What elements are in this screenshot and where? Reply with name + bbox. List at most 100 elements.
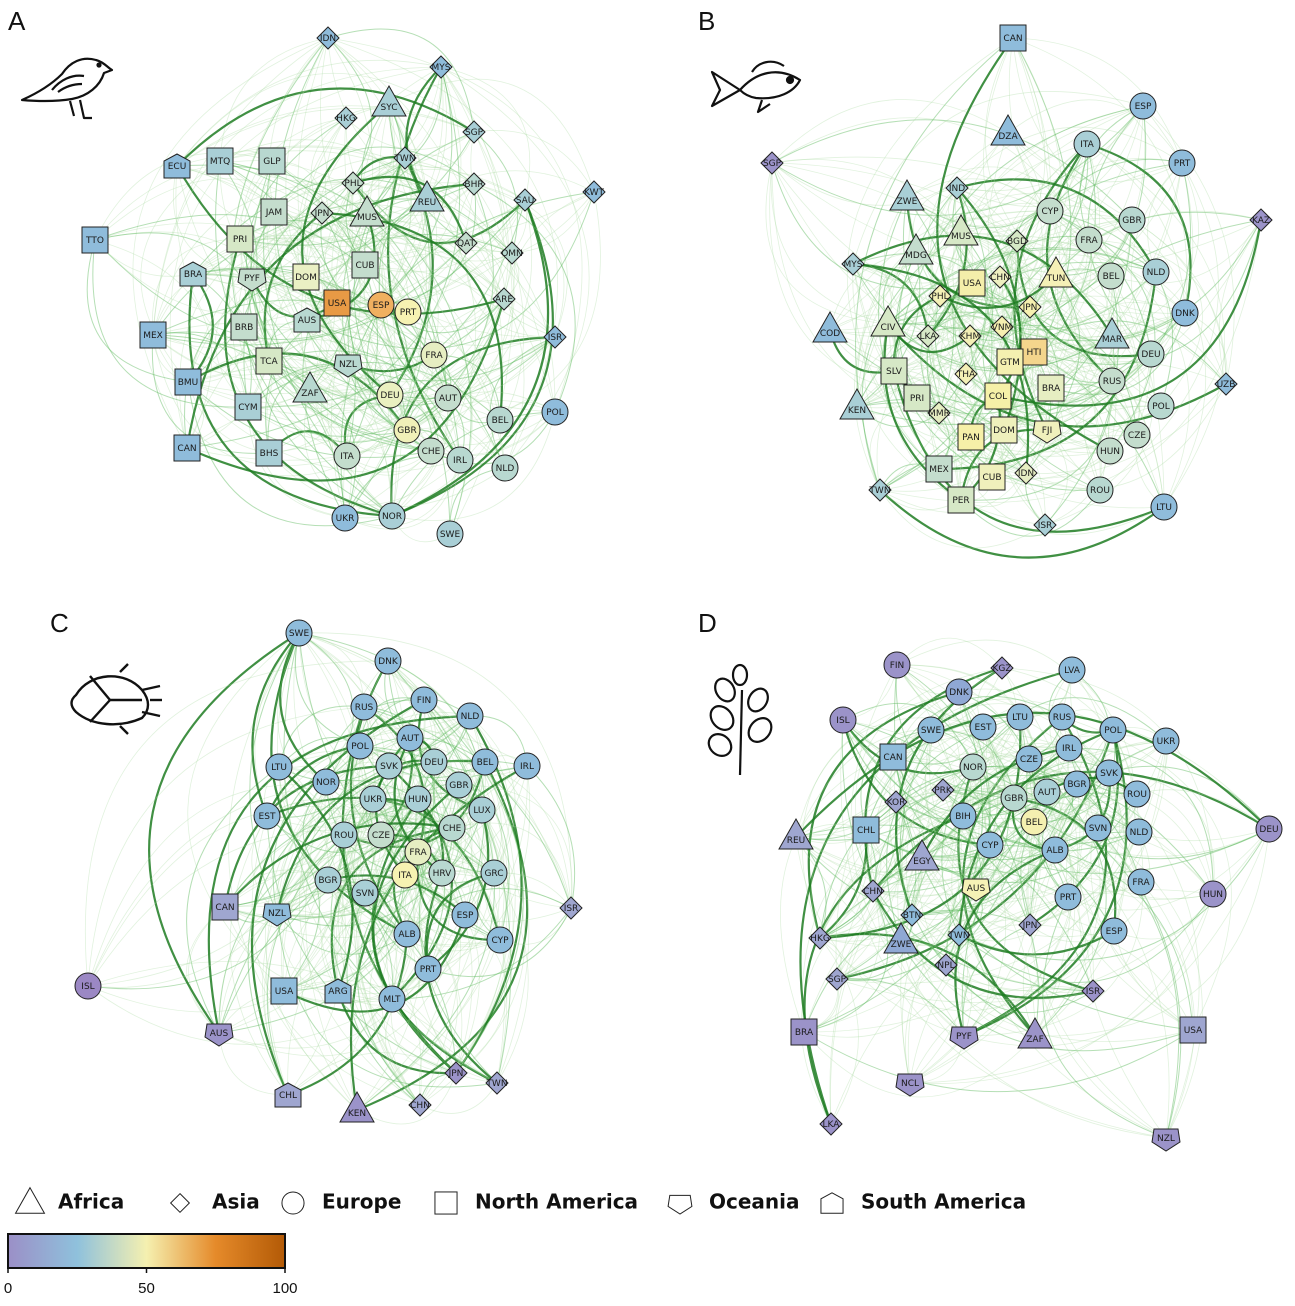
- node: POL: [1100, 717, 1126, 743]
- node-label: ARE: [495, 295, 513, 305]
- node-label: CYP: [491, 936, 509, 946]
- node-label: CZE: [372, 831, 390, 841]
- node-label: GBR: [449, 781, 468, 791]
- node: AUT: [435, 385, 461, 411]
- node-label: CYP: [1041, 207, 1059, 217]
- node: USA: [959, 270, 985, 296]
- node-label: POL: [546, 408, 564, 418]
- node-label: DEU: [424, 758, 443, 768]
- edge: [772, 100, 1008, 163]
- node: GLP: [259, 148, 285, 174]
- node-label: ECU: [168, 162, 187, 172]
- node: ZWE: [890, 180, 924, 210]
- panel-label: D: [698, 608, 717, 638]
- node: BEL: [472, 749, 498, 775]
- node-label: POL: [1152, 402, 1170, 412]
- node: COD: [813, 312, 847, 342]
- node: GBR: [446, 772, 472, 798]
- node: CYP: [1037, 198, 1063, 224]
- edge: [897, 638, 1002, 668]
- node-label: ARG: [328, 987, 347, 997]
- node: SWE: [437, 521, 463, 547]
- node-label: MTQ: [210, 157, 230, 167]
- node: LUX: [469, 797, 495, 823]
- node: BRA: [1038, 375, 1064, 401]
- node-label: ISR: [1086, 987, 1101, 997]
- node-label: AUS: [210, 1029, 229, 1039]
- node: KAZ: [1250, 209, 1272, 231]
- edge: [474, 184, 575, 412]
- node: GBR: [394, 417, 420, 443]
- node-label: GBR: [397, 426, 416, 436]
- legend-label: Asia: [212, 1190, 260, 1214]
- node-label: PRI: [233, 235, 247, 245]
- node-label: ALB: [398, 930, 415, 940]
- node-label: SVN: [356, 889, 375, 899]
- node-label: MEX: [929, 465, 949, 475]
- node-label: UKR: [336, 514, 355, 524]
- node: EST: [970, 714, 996, 740]
- node-label: MUS: [357, 213, 377, 223]
- node: FRA: [405, 839, 431, 865]
- node: LTU: [266, 754, 292, 780]
- edge: [173, 166, 252, 278]
- node-label: SWE: [921, 726, 942, 736]
- node-label: LTU: [1156, 503, 1172, 513]
- node-label: MYS: [432, 63, 451, 73]
- node-label: SVK: [1100, 769, 1119, 779]
- node: CHL: [853, 817, 879, 843]
- node: PRI: [904, 385, 930, 411]
- node-shape: [668, 1195, 692, 1214]
- node-label: BRA: [1042, 384, 1061, 394]
- node-shape: [171, 1194, 190, 1213]
- node-label: THA: [956, 370, 976, 380]
- node: NOR: [313, 769, 339, 795]
- node-label: ITA: [1080, 140, 1094, 150]
- node-label: KHM: [960, 332, 980, 342]
- panel-label: A: [8, 6, 26, 36]
- node: ISR: [560, 897, 582, 919]
- node: JAM: [261, 199, 287, 225]
- node: NLD: [457, 703, 483, 729]
- node: NOR: [379, 503, 405, 529]
- node-label: MEX: [143, 331, 163, 341]
- node: ESP: [452, 902, 478, 928]
- node: TTO: [82, 227, 108, 253]
- node: CAN: [1000, 25, 1026, 51]
- node: SYC: [372, 86, 406, 116]
- node-label: SGP: [763, 159, 782, 169]
- colorbar: 050100: [4, 1234, 298, 1297]
- node-label: PAN: [962, 433, 980, 443]
- node: DEU: [421, 749, 447, 775]
- node-label: PER: [952, 496, 969, 506]
- node-label: IRL: [453, 456, 467, 466]
- node-label: BHS: [260, 449, 279, 459]
- node-label: DOM: [993, 426, 1015, 436]
- node: ALB: [1042, 837, 1068, 863]
- node-label: CUB: [355, 261, 374, 271]
- node-label: KGZ: [992, 664, 1011, 674]
- node: HKG: [335, 107, 357, 129]
- node-label: DEU: [380, 391, 399, 401]
- node: SWE: [286, 620, 312, 646]
- node-label: AUS: [967, 884, 986, 894]
- node-label: JAM: [265, 208, 282, 218]
- node-label: PRT: [1060, 893, 1077, 903]
- node: UKR: [360, 786, 386, 812]
- node: DNK: [946, 679, 972, 705]
- node-label: CUB: [982, 473, 1001, 483]
- node-label: KOR: [887, 798, 906, 808]
- panel-label: B: [698, 6, 715, 36]
- node-label: COL: [989, 392, 1007, 402]
- node-label: SWE: [289, 629, 310, 639]
- node: LVA: [1059, 657, 1085, 683]
- node: MLT: [379, 986, 405, 1012]
- node: BRA: [791, 1019, 817, 1045]
- node-label: FRA: [425, 351, 443, 361]
- node: ISL: [75, 973, 101, 999]
- node-label: BGD: [1007, 237, 1027, 247]
- node: USA: [324, 290, 350, 316]
- edge: [1013, 38, 1132, 220]
- beetle-icon: [72, 664, 163, 734]
- node: HTI: [1021, 339, 1047, 365]
